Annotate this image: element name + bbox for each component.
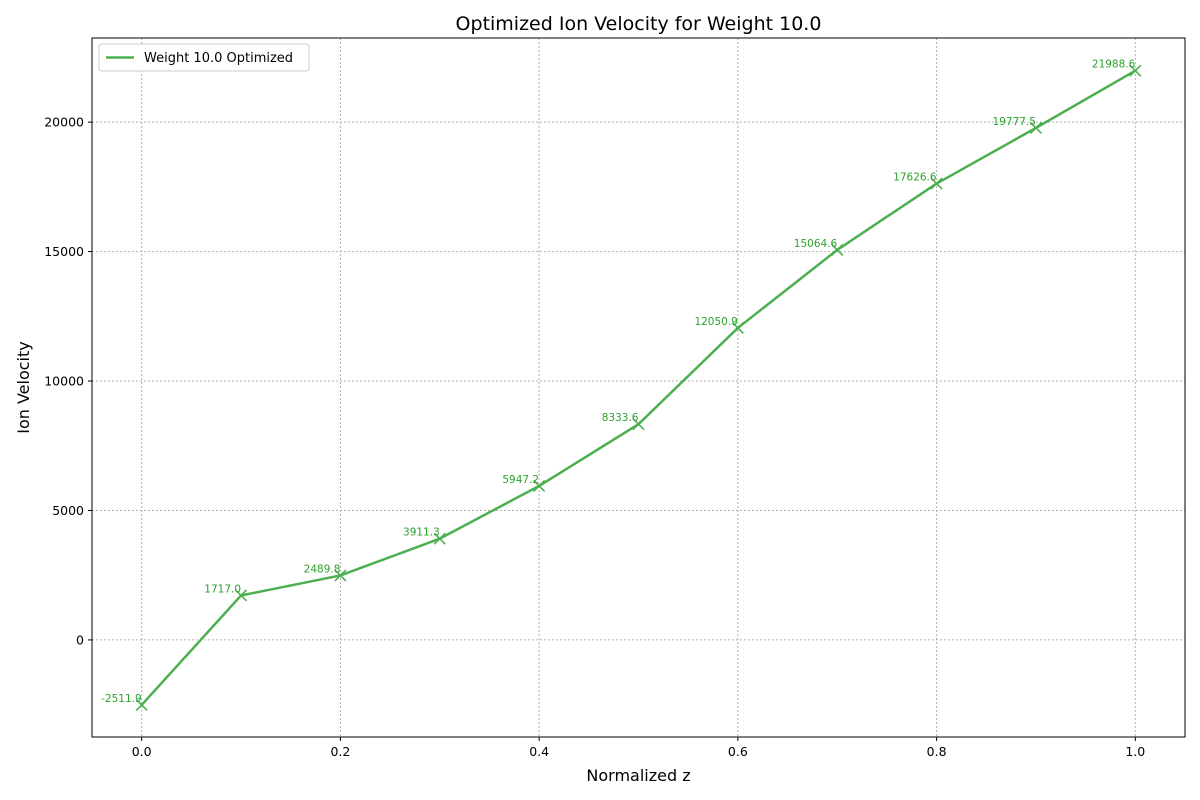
y-tick-label: 20000 (44, 115, 84, 130)
data-point (135, 698, 148, 712)
y-axis-ticks: 0 5000 10000 15000 20000 (44, 115, 92, 647)
data-label: 3911.3 (403, 527, 440, 539)
x-axis-ticks: 0.0 0.2 0.4 0.6 0.8 1.0 (132, 737, 1145, 759)
data-point (632, 418, 645, 431)
data-point (433, 532, 446, 545)
y-tick-label: 5000 (52, 503, 84, 518)
legend-entry-label: Weight 10.0 Optimized (144, 51, 293, 66)
y-tick-label: 0 (76, 632, 84, 647)
data-label: 8333.6 (602, 412, 639, 424)
x-tick-label: 0.8 (927, 744, 947, 759)
data-label: 19777.5 (993, 116, 1036, 128)
data-point (533, 479, 546, 493)
data-labels: -2511.9 1717.0 2489.8 3911.3 5947.2 8333.6 120… (101, 59, 1135, 705)
x-tick-label: 1.0 (1125, 744, 1145, 759)
data-point (831, 243, 844, 256)
x-axis-label: Normalized z (586, 766, 690, 785)
x-tick-label: 0.4 (529, 744, 549, 759)
data-label: 5947.2 (502, 474, 539, 486)
y-tick-label: 15000 (44, 244, 84, 259)
data-label: 21988.6 (1092, 59, 1136, 71)
x-tick-label: 0.0 (132, 744, 152, 759)
legend-box (98, 43, 310, 72)
data-point (1029, 121, 1043, 134)
x-tick-label: 0.2 (330, 744, 350, 759)
data-point (234, 589, 248, 602)
data-point (731, 321, 744, 334)
data-label: 2489.8 (304, 563, 341, 575)
data-label: -2511.9 (101, 693, 142, 705)
legend: Weight 10.0 Optimized (98, 43, 310, 72)
chart-title: Optimized Ion Velocity for Weight 10.0 (456, 13, 822, 35)
y-axis-label: Ion Velocity (14, 341, 33, 434)
data-point (334, 569, 347, 582)
y-tick-label: 10000 (44, 374, 84, 389)
data-label: 17626.6 (893, 172, 937, 184)
data-label: 12050.9 (694, 316, 737, 328)
grid (92, 38, 1185, 737)
data-label: 15064.6 (794, 238, 838, 250)
data-point (930, 177, 943, 190)
data-point (1129, 64, 1142, 77)
series-layer (135, 64, 1142, 712)
data-label: 1717.0 (204, 583, 241, 595)
x-tick-label: 0.6 (728, 744, 748, 759)
plot-frame (91, 37, 1186, 738)
